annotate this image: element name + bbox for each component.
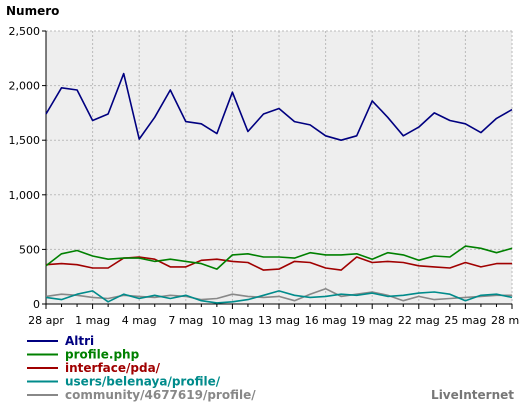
x-tick-label: 4 mag: [122, 314, 157, 327]
x-tick-label: 10 mag: [211, 314, 253, 327]
y-tick-label: 500: [19, 243, 40, 256]
y-tick-label: 2,000: [9, 80, 41, 93]
x-tick-label: 13 mag: [258, 314, 300, 327]
x-tick-label: 22 mag: [398, 314, 440, 327]
x-tick-label: 19 mag: [351, 314, 393, 327]
legend-label: interface/pda/: [65, 361, 161, 375]
x-tick-label: 28 apr: [28, 314, 64, 327]
legend: Altriprofile.phpinterface/pda/users/bele…: [27, 334, 256, 402]
x-tick-label: 7 mag: [168, 314, 203, 327]
x-tick-label: 25 mag: [444, 314, 486, 327]
y-tick-label: 1,000: [9, 189, 41, 202]
legend-label: profile.php: [65, 348, 140, 362]
x-tick-label: 1 mag: [75, 314, 110, 327]
y-tick-label: 0: [33, 298, 40, 311]
x-tick-label: 28 mag: [491, 314, 520, 327]
y-tick-label: 2,500: [9, 25, 41, 38]
x-tick-label: 16 mag: [305, 314, 347, 327]
legend-label: community/4677619/profile/: [65, 388, 256, 402]
legend-label: users/belenaya/profile/: [65, 375, 221, 389]
legend-label: Altri: [65, 334, 94, 348]
y-axis-title: Numero: [6, 4, 59, 18]
brand-logo-text: LiveInternet: [431, 388, 514, 402]
y-tick-label: 1,500: [9, 134, 41, 147]
